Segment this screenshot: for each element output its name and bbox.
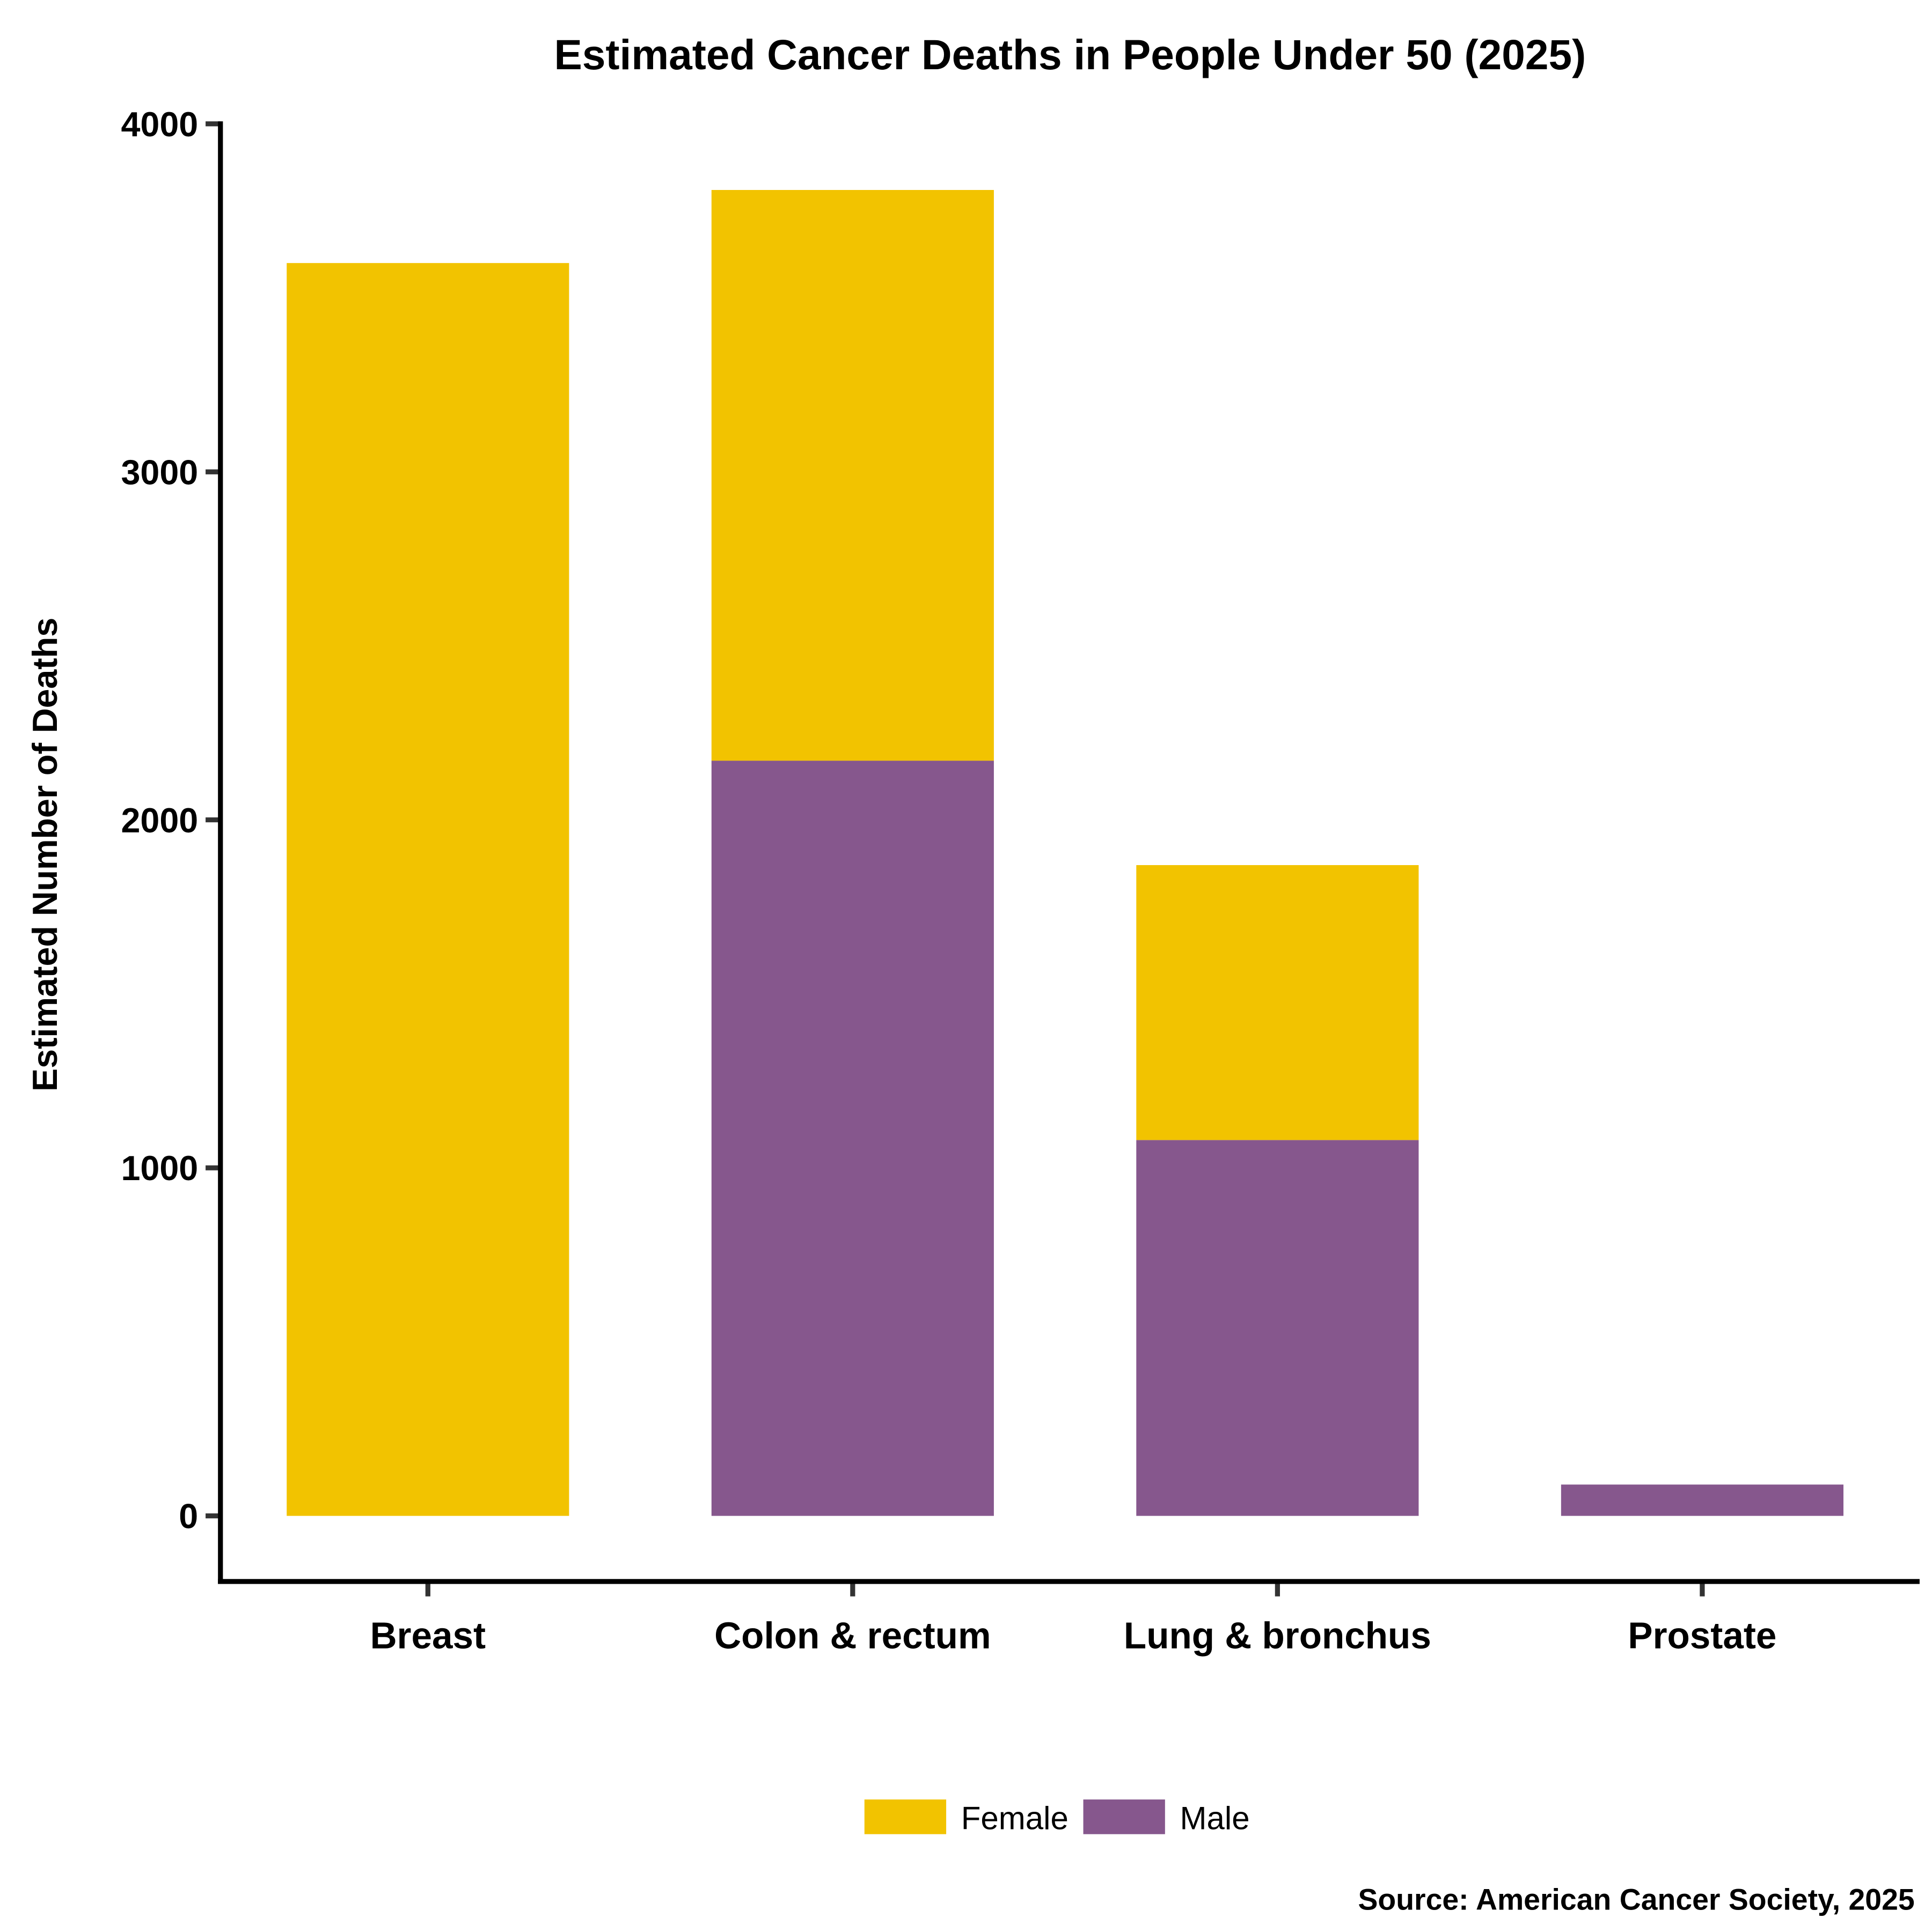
bar-female	[711, 189, 994, 761]
bar-female	[287, 263, 569, 1516]
bar-male	[1136, 1140, 1419, 1516]
legend-swatch-male	[1083, 1799, 1165, 1834]
x-tick-label: Lung & bronchus	[1124, 1615, 1431, 1657]
bar-female	[1136, 865, 1419, 1140]
x-tick-label: Breast	[370, 1615, 486, 1657]
legend: Female Male	[864, 1799, 1250, 1836]
legend-swatch-female	[864, 1799, 947, 1834]
y-tick-label: 4000	[121, 105, 198, 144]
y-tick-label: 1000	[121, 1149, 198, 1188]
x-tick-label: Prostate	[1628, 1615, 1776, 1657]
x-tick-label: Colon & rectum	[714, 1615, 991, 1657]
y-tick-label: 0	[179, 1497, 198, 1536]
chart-title: Estimated Cancer Deaths in People Under …	[554, 31, 1586, 78]
bar-male	[711, 760, 994, 1516]
legend-label-male: Male	[1180, 1800, 1250, 1836]
bar-male	[1561, 1484, 1843, 1516]
y-tick-label: 3000	[121, 453, 198, 492]
legend-label-female: Female	[961, 1800, 1069, 1836]
y-axis-label: Estimated Number of Deaths	[26, 618, 64, 1092]
y-tick-label: 2000	[121, 801, 198, 840]
source-note: Source: American Cancer Society, 2025	[1358, 1883, 1914, 1916]
